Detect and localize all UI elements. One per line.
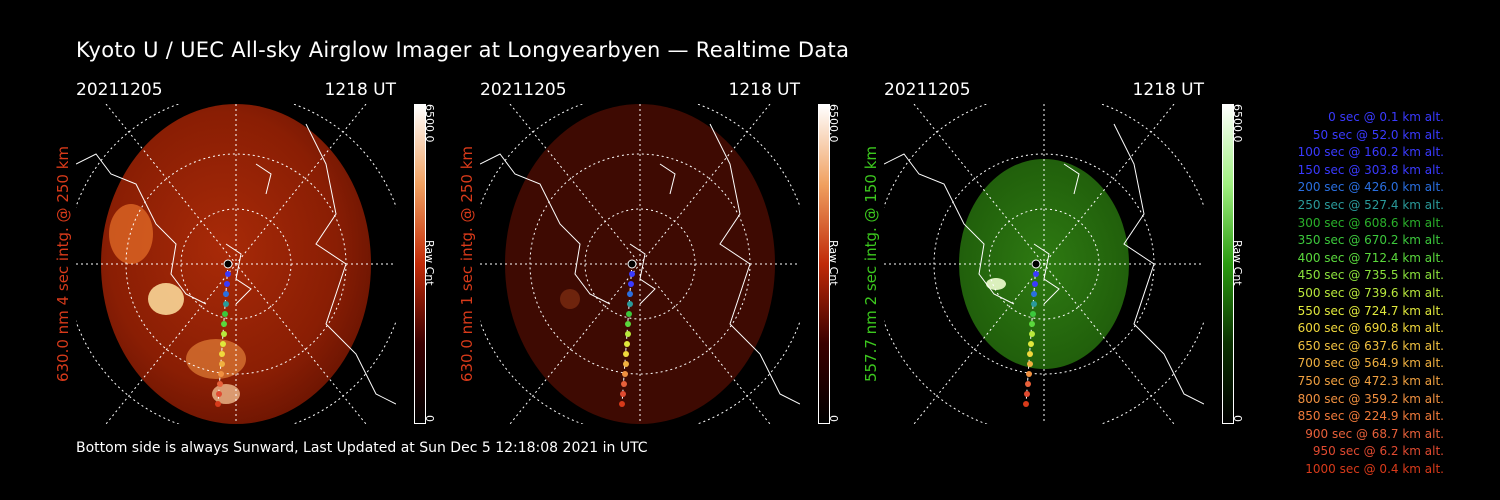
panel-wavelength-label: 630.0 nm 1 sec intg. @ 250 km xyxy=(458,145,476,383)
trajectory-legend: 0 sec @ 0.1 km alt. 50 sec @ 52.0 km alt… xyxy=(1262,110,1444,479)
colorbar-max: 6500.0 xyxy=(1231,104,1244,143)
page-title: Kyoto U / UEC All-sky Airglow Imager at … xyxy=(76,38,850,62)
colorbar-unit: Raw Cnt xyxy=(423,240,436,286)
legend-item: 550 sec @ 724.7 km alt. xyxy=(1297,303,1444,318)
legend-item: 1000 sec @ 0.4 km alt. xyxy=(1305,461,1444,476)
legend-item: 650 sec @ 637.6 km alt. xyxy=(1297,338,1444,353)
colorbar-unit: Raw Cnt xyxy=(827,240,840,286)
imager-panel-2: 20211205 1218 UT xyxy=(458,80,840,430)
colorbar-max: 6500.0 xyxy=(827,104,840,143)
legend-item: 200 sec @ 426.0 km alt. xyxy=(1297,180,1444,195)
colorbar xyxy=(818,104,830,424)
allsky-image-green xyxy=(884,104,1204,424)
panel-time: 1218 UT xyxy=(324,80,397,100)
legend-item: 900 sec @ 68.7 km alt. xyxy=(1305,426,1444,441)
legend-item: 50 sec @ 52.0 km alt. xyxy=(1312,127,1444,142)
panel-wavelength-label: 557.7 nm 2 sec intg. @ 150 km xyxy=(862,145,880,383)
panel-time: 1218 UT xyxy=(1132,80,1205,100)
colorbar-min: 0 xyxy=(1231,415,1244,422)
imager-panel-3: 20211205 1218 UT xyxy=(862,80,1244,430)
colorbar-unit: Raw Cnt xyxy=(1231,240,1244,286)
legend-item: 450 sec @ 735.5 km alt. xyxy=(1297,268,1444,283)
panel-time: 1218 UT xyxy=(728,80,801,100)
legend-item: 750 sec @ 472.3 km alt. xyxy=(1297,373,1444,388)
footer-note: Bottom side is always Sunward, Last Upda… xyxy=(76,440,648,456)
legend-item: 250 sec @ 527.4 km alt. xyxy=(1297,197,1444,212)
legend-item: 350 sec @ 670.2 km alt. xyxy=(1297,233,1444,248)
imager-panel-1: 20211205 1218 UT xyxy=(54,80,436,430)
legend-item: 950 sec @ 6.2 km alt. xyxy=(1312,444,1444,459)
legend-item: 100 sec @ 160.2 km alt. xyxy=(1297,145,1444,160)
legend-item: 850 sec @ 224.9 km alt. xyxy=(1297,409,1444,424)
colorbar-max: 6500.0 xyxy=(423,104,436,143)
legend-item: 400 sec @ 712.4 km alt. xyxy=(1297,250,1444,265)
allsky-image-red-dim xyxy=(480,104,800,424)
colorbar-min: 0 xyxy=(827,415,840,422)
colorbar-min: 0 xyxy=(423,415,436,422)
legend-item: 700 sec @ 564.9 km alt. xyxy=(1297,356,1444,371)
panel-wavelength-label: 630.0 nm 4 sec intg. @ 250 km xyxy=(54,145,72,383)
legend-item: 150 sec @ 303.8 km alt. xyxy=(1297,162,1444,177)
legend-item: 500 sec @ 739.6 km alt. xyxy=(1297,285,1444,300)
legend-item: 300 sec @ 608.6 km alt. xyxy=(1297,215,1444,230)
panel-date: 20211205 xyxy=(480,80,567,100)
legend-item: 600 sec @ 690.8 km alt. xyxy=(1297,321,1444,336)
colorbar xyxy=(414,104,426,424)
allsky-image-red xyxy=(76,104,396,424)
legend-item: 0 sec @ 0.1 km alt. xyxy=(1328,110,1444,124)
legend-item: 800 sec @ 359.2 km alt. xyxy=(1297,391,1444,406)
panel-date: 20211205 xyxy=(76,80,163,100)
colorbar xyxy=(1222,104,1234,424)
panel-date: 20211205 xyxy=(884,80,971,100)
